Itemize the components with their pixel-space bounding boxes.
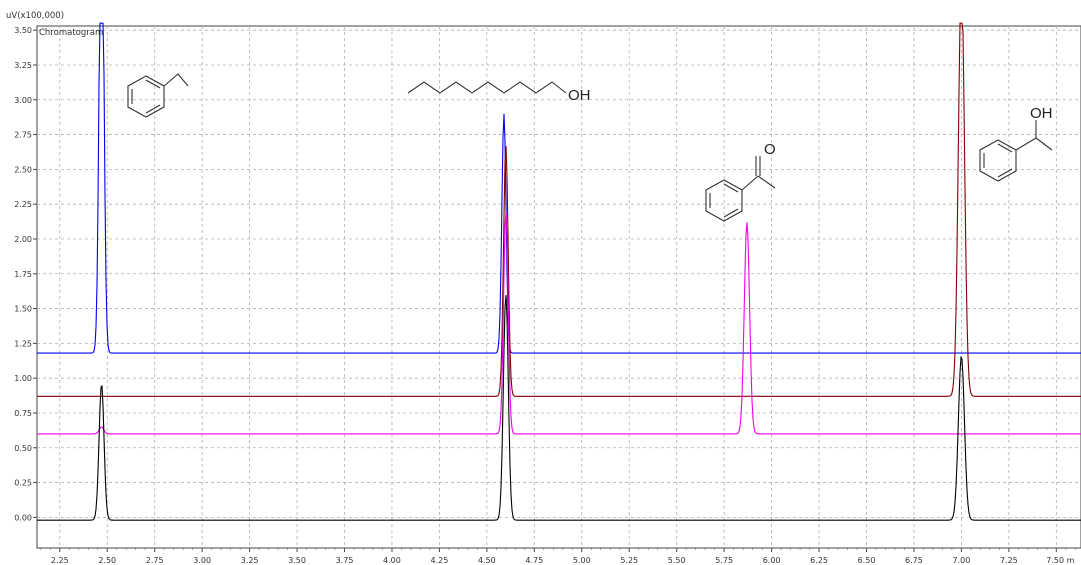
- y-tick-label: 2.50: [14, 165, 32, 174]
- x-tick-label: 2.75: [146, 556, 164, 565]
- x-tick-label: 5.75: [715, 556, 733, 565]
- series-line-3: [37, 295, 1081, 521]
- gridlines: [37, 26, 1081, 548]
- x-tick-label: 5.50: [668, 556, 686, 565]
- y-tick-label: 0.75: [14, 409, 32, 418]
- y-tick-label: 0.25: [14, 479, 32, 488]
- y-tick-label: 1.00: [14, 374, 32, 383]
- ethylbenzene-structure: [127, 73, 189, 118]
- y-axis: 0.00 0.25 0.50 0.75 1.00 1.25 1.50 1.75 2.00 2.25…: [14, 26, 37, 522]
- y-tick-label: 0.00: [14, 513, 32, 522]
- x-tick-label: 7.25: [1000, 556, 1018, 565]
- series-lines: [37, 22, 1081, 521]
- x-tick-label: 4.00: [383, 556, 401, 565]
- phenylethanol-oh-label: OH: [1030, 105, 1053, 122]
- x-tick-label: 4.25: [431, 556, 449, 565]
- x-tick-label: 6.50: [858, 556, 876, 565]
- plot-frame: [36, 25, 1081, 549]
- x-tick-label: 5.00: [573, 556, 591, 565]
- phenylethanol-structure: OH: [979, 105, 1053, 182]
- x-tick-label: 2.25: [51, 556, 69, 565]
- x-tick-label: 4.75: [525, 556, 543, 565]
- y-tick-label: 1.50: [14, 305, 32, 314]
- x-tick-label: 7.00: [953, 556, 971, 565]
- x-tick-label: 3.75: [336, 556, 354, 565]
- octanol-structure: OH: [407, 81, 591, 104]
- x-tick-label: 5.25: [620, 556, 638, 565]
- chart-title: Chromatogram: [39, 28, 103, 38]
- x-tick-label: 3.25: [241, 556, 259, 565]
- y-tick-label: 0.50: [14, 444, 32, 453]
- series-line-1: [37, 22, 1081, 397]
- y-tick-label: 1.75: [14, 270, 32, 279]
- series-line-2: [37, 211, 1081, 435]
- x-tick-label: 4.50: [478, 556, 496, 565]
- acetophenone-o-label: O: [764, 141, 776, 158]
- x-tick-label: 7.50 m: [1046, 556, 1074, 565]
- x-tick-label: 6.00: [763, 556, 781, 565]
- y-tick-label: 3.00: [14, 96, 32, 105]
- x-tick-label: 3.00: [193, 556, 211, 565]
- x-axis: 2.25 2.50 2.75 3.00 3.25 3.50 3.75 4.00 4.25 4.50…: [40, 548, 1076, 565]
- y-tick-label: 1.25: [14, 339, 32, 348]
- y-tick-label: 2.00: [14, 235, 32, 244]
- octanol-oh-label: OH: [568, 87, 591, 104]
- x-tick-label: 2.50: [98, 556, 116, 565]
- y-tick-label: 2.75: [14, 131, 32, 140]
- x-tick-label: 3.50: [288, 556, 306, 565]
- y-tick-label: 2.25: [14, 200, 32, 209]
- series-line-0: [37, 22, 1081, 354]
- acetophenone-structure: O: [705, 141, 776, 222]
- x-tick-label: 6.25: [810, 556, 828, 565]
- y-axis-label: uV(x100,000): [6, 11, 64, 21]
- y-tick-label: 3.25: [14, 61, 32, 70]
- x-tick-label: 6.75: [905, 556, 923, 565]
- y-tick-label: 3.50: [14, 26, 32, 35]
